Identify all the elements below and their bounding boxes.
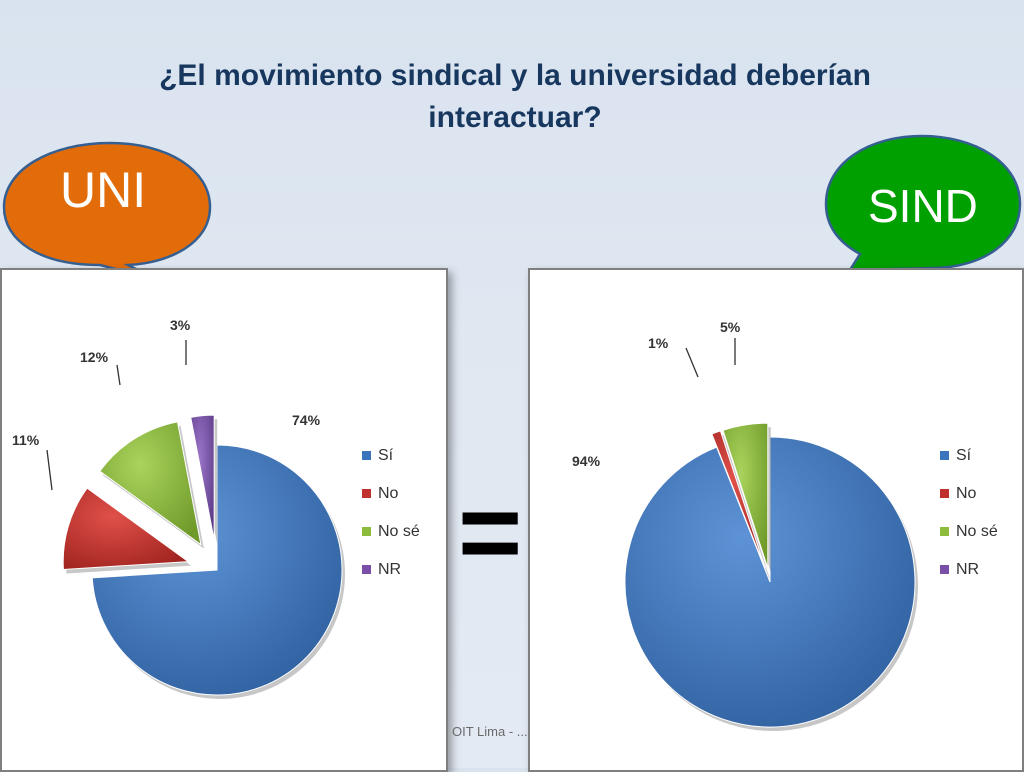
data-label-no: 11%: [12, 432, 40, 448]
footer-text: OIT Lima - ...: [452, 724, 528, 739]
legend-swatch: [940, 451, 949, 460]
data-label-si: 74%: [292, 412, 321, 428]
data-label-no: 1%: [648, 335, 669, 351]
uni-chart-panel: 74% 11% 12% 3% Sí No No sé NR: [0, 268, 448, 772]
legend-swatch: [940, 565, 949, 574]
legend-item-label: No sé: [956, 523, 998, 540]
data-label-nose: 12%: [80, 349, 109, 365]
legend-swatch: [362, 565, 371, 574]
uni-bubble-label: UNI: [60, 162, 146, 218]
pie-slice-si: [91, 444, 343, 696]
pie-slice-si: [624, 436, 916, 728]
leader-line: [46, 449, 53, 491]
uni-speech-bubble: UNI: [2, 141, 212, 282]
legend-item-label: NR: [378, 561, 401, 578]
data-label-nose: 5%: [720, 319, 741, 335]
pie-slice-nose: [722, 422, 769, 569]
leader-line: [116, 364, 121, 386]
sind-pie-chart: 94% 1% 5% Sí No No sé NR: [572, 319, 998, 731]
pie-slice-no: [62, 487, 190, 571]
legend-item-label: No: [378, 485, 399, 502]
sind-bubble-label: SIND: [868, 180, 978, 232]
uni-pie-chart: 74% 11% 12% 3% Sí No No sé NR: [12, 317, 420, 699]
legend-item-label: Sí: [956, 447, 972, 464]
slide-title: ¿El movimiento sindical y la universidad…: [159, 59, 871, 134]
legend-item-label: NR: [956, 561, 979, 578]
sind-speech-bubble: SIND: [824, 134, 1022, 272]
equals-sign: =: [458, 471, 523, 594]
leader-line: [685, 347, 699, 378]
sind-bubble-shape: [824, 134, 1022, 272]
data-label-nr: 3%: [170, 317, 191, 333]
legend-swatch: [362, 489, 371, 498]
data-label-si: 94%: [572, 453, 601, 469]
sind-chart-panel: 94% 1% 5% Sí No No sé NR: [528, 268, 1024, 772]
legend-swatch: [940, 527, 949, 536]
legend-item-label: No: [956, 485, 977, 502]
pie-slice-nose: [99, 421, 202, 546]
legend-item-label: Sí: [378, 447, 394, 464]
legend-swatch: [362, 451, 371, 460]
pie-slice-nr: [190, 414, 215, 541]
legend-swatch: [940, 489, 949, 498]
legend-swatch: [362, 527, 371, 536]
legend-item-label: No sé: [378, 523, 420, 540]
pie-slice-no: [711, 430, 766, 570]
